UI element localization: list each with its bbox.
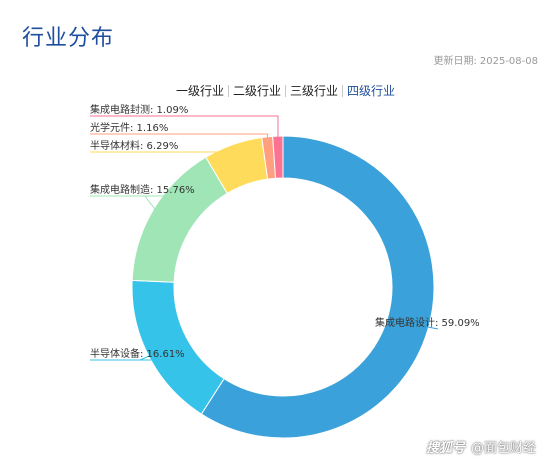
watermark-mianbao: @面包财经 [470, 441, 536, 456]
update-date-value: 2025-08-08 [479, 56, 538, 67]
slice-label-1: 半导体设备: 16.61% [90, 347, 185, 360]
tab-divider [342, 84, 344, 97]
tab-level-4[interactable]: 四级行业 [347, 84, 396, 98]
leader-line-4 [90, 133, 269, 141]
slice-5[interactable] [272, 135, 284, 179]
leader-line-2 [90, 195, 180, 212]
slice-label-4: 光学元件: 1.16% [90, 121, 168, 134]
leader-line-1 [90, 354, 180, 361]
slice-labels: 集成电路设计: 59.09% 半导体设备: 16.61% 集成电路制造: 15.76… [90, 103, 480, 360]
slice-label-0: 集成电路设计: 59.09% [375, 316, 480, 329]
slice-label-5: 集成电路封测: 1.09% [90, 103, 188, 116]
slice-0[interactable] [200, 135, 435, 439]
tab-level-2[interactable]: 二级行业 [233, 84, 282, 98]
update-date-label: 更新日期: [433, 56, 477, 67]
leader-line-0 [400, 321, 439, 330]
leader-lines [90, 115, 439, 361]
watermark: 搜狐号 @面包财经 [426, 437, 536, 456]
slice-label-3: 半导体材料: 6.29% [90, 139, 178, 152]
tab-level-3[interactable]: 三级行业 [290, 84, 339, 98]
leader-line-3 [90, 148, 235, 153]
donut-slices [131, 135, 435, 439]
tab-level-1[interactable]: 一级行业 [176, 84, 225, 98]
watermark-sohu: 搜狐号 [425, 441, 465, 456]
tab-divider [228, 84, 230, 97]
industry-level-tabs: 一级行业 二级行业 三级行业 四级行业 [172, 82, 399, 99]
slice-label-2: 集成电路制造: 15.76% [90, 183, 195, 196]
page-title: 行业分布 [22, 26, 115, 51]
slice-1[interactable] [131, 279, 225, 415]
slice-2[interactable] [131, 156, 228, 283]
tab-divider [285, 84, 287, 97]
leader-line-5 [90, 115, 279, 141]
update-date: 更新日期: 2025-08-08 [434, 52, 539, 67]
